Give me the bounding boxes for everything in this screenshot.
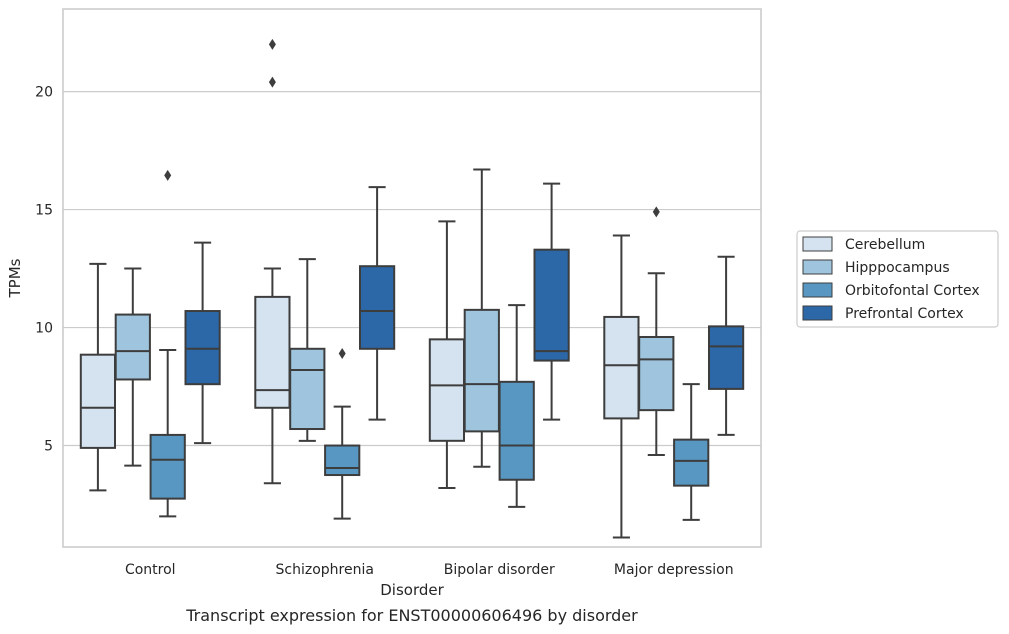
legend-label: Hipppocampus bbox=[845, 260, 950, 276]
plot-frame bbox=[62, 8, 762, 548]
box-hipppocampus bbox=[289, 258, 326, 442]
box-cerebellum bbox=[79, 262, 117, 492]
iqr-box bbox=[79, 353, 117, 449]
x-tick-label: Bipolar disorder bbox=[444, 562, 555, 578]
iqr-box bbox=[603, 315, 640, 420]
box-cerebellum bbox=[428, 220, 466, 490]
box-groups bbox=[79, 38, 745, 539]
iqr-box bbox=[638, 335, 675, 412]
legend-label: Orbitofontal Cortex bbox=[845, 283, 980, 299]
outlier-point bbox=[268, 38, 276, 50]
box-hipppocampus bbox=[638, 206, 675, 456]
legend-swatch bbox=[802, 236, 833, 252]
iqr-box bbox=[254, 295, 291, 409]
box-cerebellum bbox=[254, 38, 291, 485]
x-tick-label: Schizophrenia bbox=[276, 562, 374, 578]
box-cerebellum bbox=[603, 234, 640, 539]
y-tick-label: 10 bbox=[35, 321, 53, 337]
outlier-point bbox=[338, 348, 346, 360]
gridlines bbox=[63, 90, 761, 447]
y-tick-label: 5 bbox=[44, 439, 53, 455]
legend-swatch bbox=[802, 259, 833, 275]
legend-label: Cerebellum bbox=[845, 237, 925, 253]
box-orbitofontal-cortex bbox=[673, 383, 710, 521]
y-tick-label: 20 bbox=[35, 85, 53, 101]
box-prefrontal-cortex bbox=[533, 182, 570, 421]
box-hipppocampus bbox=[463, 168, 500, 468]
box-orbitofontal-cortex bbox=[324, 348, 361, 520]
iqr-box bbox=[673, 438, 710, 487]
iqr-box bbox=[463, 308, 500, 433]
box-orbitofontal-cortex bbox=[149, 169, 186, 518]
iqr-box bbox=[324, 444, 361, 477]
x-tick-labels: Control Schizophrenia Bipolar disorder Majo… bbox=[125, 562, 734, 578]
legend-frame bbox=[796, 230, 999, 328]
y-tick-label: 15 bbox=[35, 203, 53, 219]
iqr-box bbox=[533, 248, 570, 362]
x-axis-label: Disorder bbox=[380, 581, 444, 599]
y-axis-label: TPMs bbox=[6, 258, 24, 298]
x-tick-label: Major depression bbox=[614, 562, 734, 578]
iqr-box bbox=[149, 433, 186, 500]
y-tick-labels: 5 10 15 20 bbox=[35, 85, 53, 455]
iqr-box bbox=[114, 313, 151, 381]
iqr-box bbox=[498, 380, 535, 481]
box-orbitofontal-cortex bbox=[498, 304, 535, 508]
box-prefrontal-cortex bbox=[707, 255, 745, 436]
outlier-point bbox=[652, 206, 660, 218]
outlier-point bbox=[164, 169, 172, 181]
box-prefrontal-cortex bbox=[184, 241, 221, 445]
figure-caption: Transcript expression for ENST0000060649… bbox=[186, 606, 638, 625]
legend-swatch bbox=[802, 282, 833, 298]
box-prefrontal-cortex bbox=[358, 186, 396, 421]
x-tick-label: Control bbox=[125, 562, 176, 578]
iqr-box bbox=[358, 265, 396, 350]
iqr-box bbox=[289, 347, 326, 431]
iqr-box bbox=[428, 338, 466, 442]
box-hipppocampus bbox=[114, 267, 151, 467]
legend-swatch bbox=[802, 305, 833, 321]
iqr-box bbox=[184, 310, 221, 386]
iqr-box bbox=[707, 325, 745, 390]
legend-label: Prefrontal Cortex bbox=[845, 306, 964, 322]
legend: Cerebellum Hipppocampus Orbitofontal Corte… bbox=[796, 230, 999, 328]
outlier-point bbox=[268, 76, 276, 88]
